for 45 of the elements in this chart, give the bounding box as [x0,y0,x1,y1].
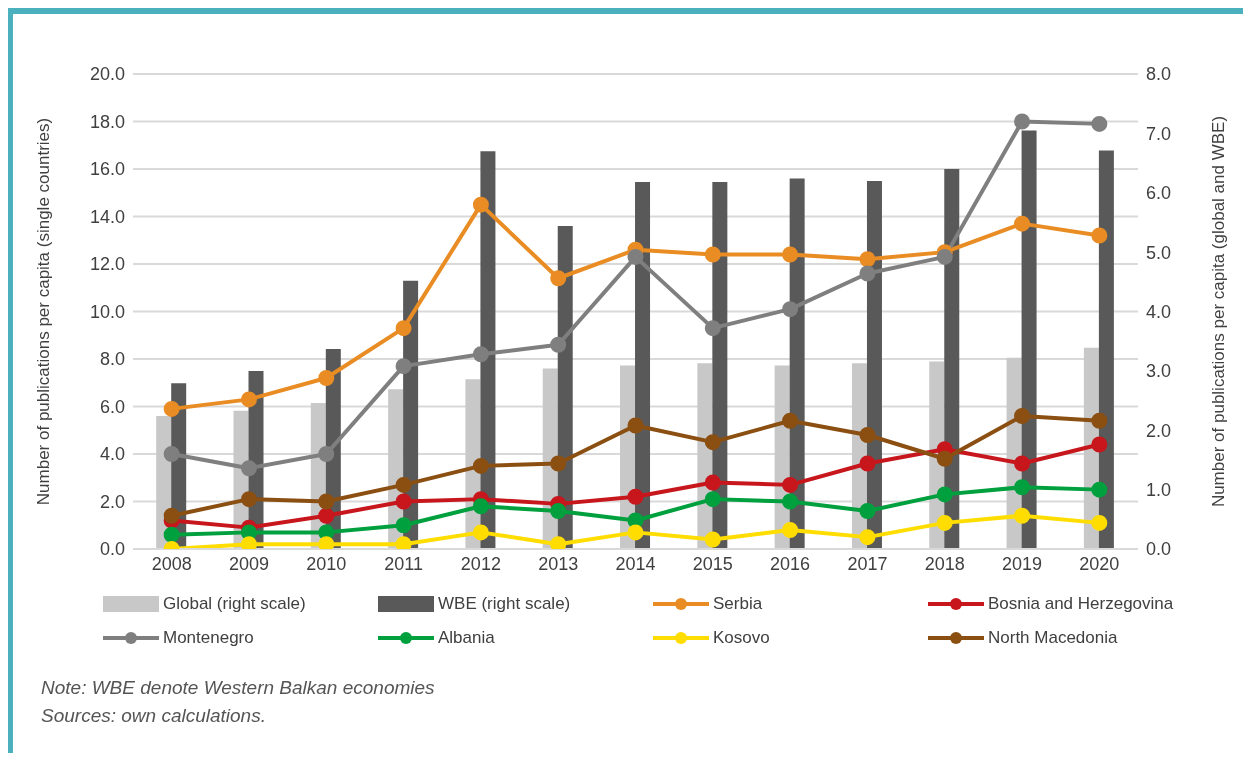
x-tick-label: 2018 [924,553,965,574]
x-tick-label: 2008 [151,553,192,574]
legend-label: Montenegro [163,628,254,648]
y2-tick-label: 5.0 [1146,242,1172,263]
y2-tick-label: 1.0 [1146,480,1172,501]
y-tick-label: 2.0 [99,491,125,512]
y2-axis-title: Number of publications per capita (global and WBE) [1209,115,1229,508]
x-tick-label: 2015 [692,553,733,574]
y-tick-label: 6.0 [99,396,125,417]
y-tick-label: 14.0 [89,206,125,227]
y-tick-label: 10.0 [89,301,125,322]
x-tick-label: 2019 [1002,553,1043,574]
y-tick-label: 0.0 [99,539,125,560]
legend-label: WBE (right scale) [438,594,571,614]
x-tick-label: 2010 [306,553,347,574]
legend-label: North Macedonia [988,628,1118,648]
source-note: Sources: own calculations. [41,704,267,728]
text: Note: WBE denote Western Balkan economies [41,676,436,700]
legend-label: Albania [438,628,495,648]
y2-tick-label: 3.0 [1146,361,1172,382]
y2-tick-label: 8.0 [1146,64,1172,85]
y-tick-label: 8.0 [99,349,125,370]
y-axis-title: Number of publications per capita (single countries) [34,117,54,506]
y-tick-label: 4.0 [99,444,125,465]
y2-tick-label: 2.0 [1146,420,1172,441]
x-tick-label: 2011 [384,553,423,574]
x-tick-label: 2012 [460,553,501,574]
x-tick-label: 2016 [770,553,811,574]
x-tick-label: 2013 [538,553,579,574]
y2-tick-label: 0.0 [1146,539,1172,560]
y-tick-label: 18.0 [89,111,125,132]
y-tick-label: 16.0 [89,159,125,180]
legend-label: Serbia [713,594,763,614]
y-tick-label: 12.0 [89,254,125,275]
x-tick-label: 2017 [847,553,888,574]
y2-tick-label: 6.0 [1146,183,1172,204]
legend-label: Bosnia and Herzegovina [988,594,1174,614]
x-tick-label: 2009 [228,553,269,574]
x-tick-label: 2014 [615,553,656,574]
y-tick-label: 20.0 [89,64,125,85]
x-tick-label: 2020 [1079,553,1120,574]
legend-label: Kosovo [713,628,770,648]
legend-label: Global (right scale) [163,594,306,614]
y2-tick-label: 4.0 [1146,301,1172,322]
y2-tick-label: 7.0 [1146,123,1172,144]
